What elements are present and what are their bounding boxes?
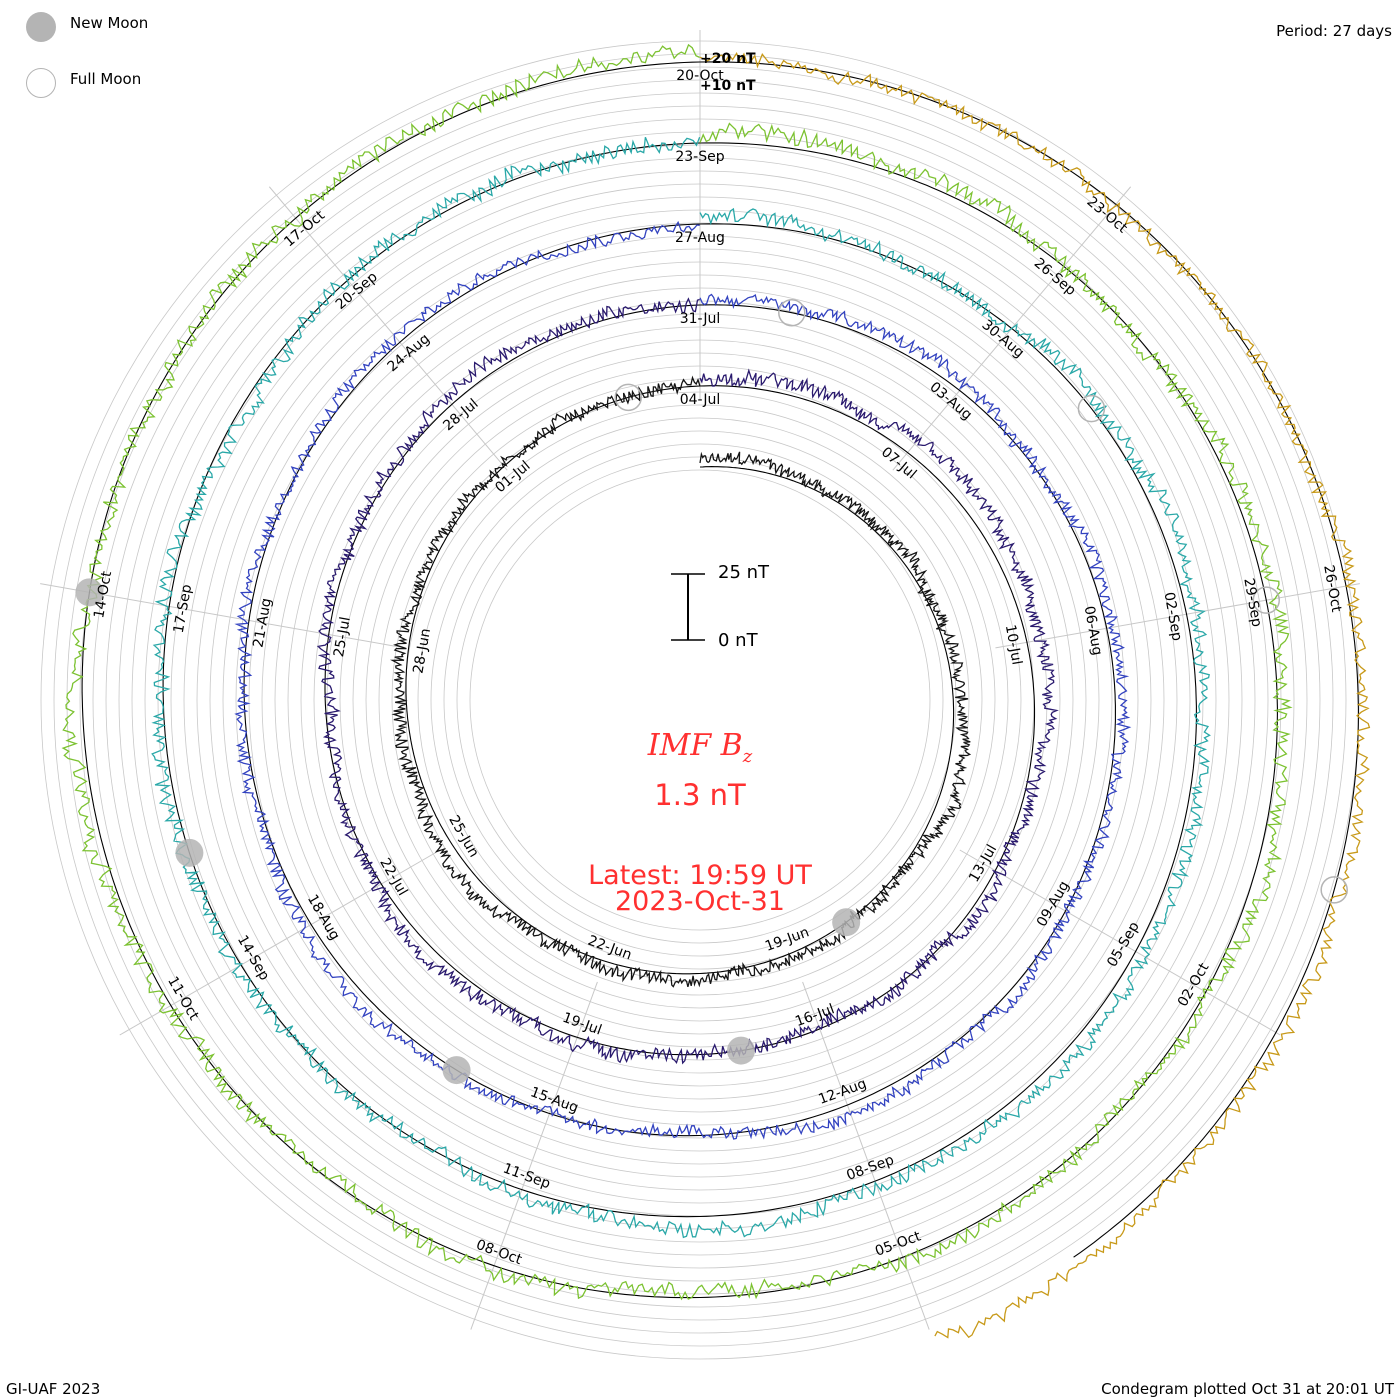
grid-ring: [300, 300, 1100, 1100]
date-label: 21-Aug: [250, 597, 274, 649]
credit-label: GI-UAF 2023: [6, 1380, 101, 1398]
scale-bar: [671, 573, 705, 641]
full-moon-marker: [1320, 876, 1348, 904]
full-moon-marker: [778, 298, 806, 327]
date-label: 31-Jul: [680, 311, 721, 327]
scale-bottom-label: 0 nT: [718, 630, 758, 651]
new-moon-marker: [726, 1036, 755, 1065]
date-label: 23-Oct: [1084, 194, 1131, 237]
date-label: 12-Aug: [816, 1076, 868, 1108]
current-value: 1.3 nT: [654, 778, 746, 812]
grid-spoke: [470, 981, 598, 1330]
date-label: 20-Oct: [676, 68, 724, 84]
date-label: 28-Jun: [410, 627, 434, 675]
legend-new-moon-label: New Moon: [70, 14, 149, 32]
grid-ring: [378, 378, 1022, 1022]
new-moon-marker: [175, 838, 204, 867]
date-labels: 19-Jun22-Jun25-Jun28-Jun01-Jul04-Jul07-J…: [91, 68, 1344, 1268]
full-moon-marker: [614, 383, 643, 412]
variable-name: IMF B: [647, 728, 743, 763]
trace-series-3: [234, 220, 1132, 1140]
date-label: 17-Oct: [281, 207, 328, 250]
date-label: 29-Sep: [1240, 577, 1264, 628]
grid-spoke: [802, 981, 930, 1330]
trace-series-2: [316, 297, 1059, 1065]
grid-spoke: [995, 583, 1360, 649]
date-label: 14-Sep: [234, 933, 273, 984]
period-label: Period: 27 days: [1276, 22, 1392, 40]
new-moon-marker: [442, 1056, 471, 1085]
date-label: 02-Sep: [1160, 591, 1184, 642]
date-label: 11-Oct: [164, 974, 202, 1024]
date-label: 25-Jul: [331, 616, 354, 659]
trace-series-4: [151, 136, 1211, 1239]
date-label: 19-Jun: [763, 924, 811, 955]
date-label: 06-Aug: [1081, 605, 1105, 657]
date-label: 07-Jul: [878, 444, 919, 482]
date-label: 10-Jul: [1002, 623, 1025, 666]
ring-scale-label-10: +10 nT: [700, 78, 756, 94]
moon-markers: [75, 298, 1348, 1085]
date-label: 14-Oct: [91, 570, 115, 620]
grid-ring: [469, 469, 931, 931]
date-label: 16-Jul: [793, 1001, 837, 1030]
date-label: 08-Oct: [474, 1237, 525, 1268]
trace-series-6: [699, 52, 1371, 1339]
date-label: 26-Oct: [1320, 564, 1344, 614]
date-label: 02-Oct: [1175, 960, 1213, 1010]
date-label: 17-Sep: [171, 583, 195, 634]
ring-scale-label-20: +20 nT: [700, 51, 756, 67]
plotted-timestamp: Condegram plotted Oct 31 at 20:01 UT: [1101, 1380, 1394, 1398]
grid-ring: [339, 339, 1061, 1061]
grid-spoke: [119, 849, 441, 1036]
new-moon-marker: [832, 908, 861, 937]
trace-series-5: [61, 43, 1293, 1301]
radial-spokes: [40, 30, 1360, 1330]
date-label: 30-Aug: [979, 317, 1028, 361]
grid-ring: [443, 443, 957, 957]
full-moon-marker: [1077, 394, 1106, 423]
grid-spoke: [959, 849, 1281, 1036]
baseline-spiral: [81, 61, 1359, 1299]
date-label: 04-Jul: [680, 392, 721, 408]
spiral-baseline: [81, 61, 1359, 1299]
data-traces: [61, 43, 1371, 1339]
latest-date: 2023-Oct-31: [615, 886, 785, 917]
date-label: 05-Oct: [873, 1228, 924, 1259]
date-label: 28-Jul: [440, 396, 481, 434]
scale-top-label: 25 nT: [718, 562, 770, 583]
new-moon-marker: [75, 578, 104, 607]
date-label: 08-Sep: [844, 1152, 896, 1184]
new-moon-icon: [26, 12, 56, 42]
full-moon-icon: [26, 68, 56, 98]
grid-ring: [365, 365, 1035, 1035]
date-label: 27-Aug: [675, 230, 725, 246]
variable-subscript: z: [742, 746, 753, 767]
grid-ring: [313, 313, 1087, 1087]
legend-full-moon-label: Full Moon: [70, 70, 142, 88]
date-label: 11-Sep: [501, 1160, 553, 1192]
grid-spoke: [268, 186, 508, 471]
date-label: 23-Sep: [675, 149, 724, 165]
grid-ring: [430, 430, 970, 970]
full-moon-marker: [1252, 586, 1281, 614]
trace-series-1: [389, 375, 972, 988]
variable-title: IMF Bz: [0, 728, 1400, 767]
grid-ring: [456, 456, 944, 944]
latest-time: Latest: 19:59 UT: [588, 860, 812, 891]
